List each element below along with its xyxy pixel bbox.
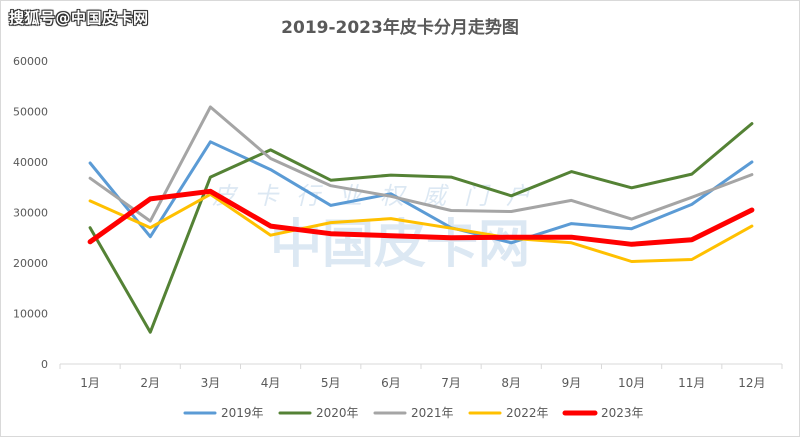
y-tick-label: 10000 [13,308,48,321]
x-tick-label: 12月 [738,376,765,390]
x-tick-label: 3月 [201,376,221,390]
x-tick-label: 4月 [261,376,281,390]
y-tick-label: 30000 [13,207,48,220]
series-layer [87,105,755,334]
legend-item: 2022年 [468,406,549,420]
y-tick-label: 0 [41,358,48,371]
x-tick-label: 7月 [441,376,461,390]
legend-item: 2019年 [183,406,264,420]
x-tick-label: 10月 [618,376,645,390]
legend-label: 2023年 [601,406,644,420]
x-tick-label: 9月 [562,376,582,390]
legend-label: 2020年 [316,406,359,420]
chart-title: 2019-2023年皮卡分月走势图 [281,17,519,38]
x-tick-label: 11月 [678,376,705,390]
y-tick-label: 40000 [13,156,48,169]
x-tick-label: 1月 [80,376,100,390]
watermark-large-text: 中国皮卡网 [270,215,530,275]
series-line-3 [88,105,754,223]
legend-item: 2023年 [562,406,644,420]
y-tick-label: 50000 [13,106,48,119]
legend-item: 2021年 [373,406,454,420]
legend-label: 2021年 [411,406,454,420]
axes: 0 10000 20000 30000 40000 50000 60000 1月 2月 3月 4月 5… [13,55,783,390]
legend-label: 2022年 [506,406,549,420]
x-tick-label: 6月 [381,376,401,390]
corner-watermark: 搜狐号@中国皮卡网 [9,9,149,27]
x-tick-label: 8月 [501,376,521,390]
x-tick-label: 5月 [321,376,341,390]
y-tick-label: 60000 [13,55,48,68]
series-line-4 [88,192,754,263]
x-tick-label: 2月 [140,376,160,390]
series-line-2 [88,122,754,334]
legend-item: 2020年 [278,406,359,420]
legend-label: 2019年 [221,406,264,420]
series-line-5 [87,188,755,247]
y-tick-label: 20000 [13,257,48,270]
series-line-1 [88,140,754,245]
legend: 2019年 2020年 2021年 2022年 2023年 [183,406,644,420]
